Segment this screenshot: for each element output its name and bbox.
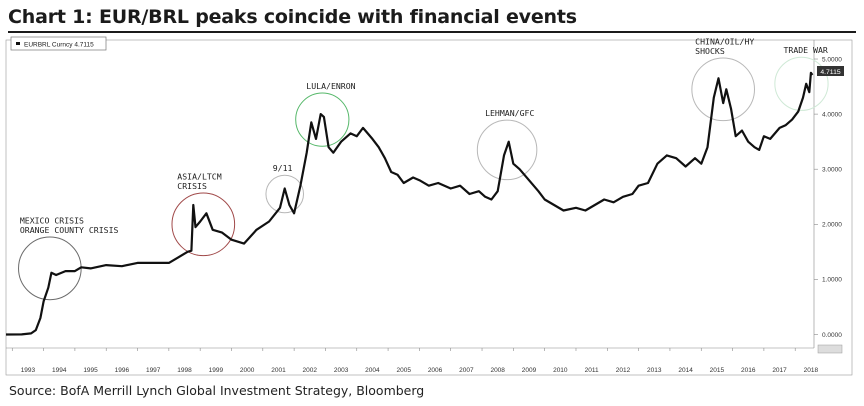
x-tick-label: 1993: [21, 367, 36, 374]
axis-marker: [817, 344, 843, 354]
x-tick-label: 2002: [303, 367, 318, 374]
source-note: Source: BofA Merrill Lynch Global Invest…: [9, 383, 425, 398]
event-label: SHOCKS: [695, 46, 725, 56]
event-circle: [265, 174, 305, 214]
event-circle: [476, 119, 538, 181]
x-tick-label: 2012: [616, 367, 631, 374]
x-tick-label: 2008: [490, 367, 505, 374]
x-tick-label: 2010: [553, 367, 568, 374]
x-tick-label: 2000: [240, 367, 255, 374]
event-circle: [171, 192, 236, 257]
x-tick-label: 2007: [459, 367, 474, 374]
x-tick-label: 2003: [334, 367, 349, 374]
x-tick-label: 2016: [741, 367, 756, 374]
x-tick-label: 2001: [271, 367, 286, 374]
event-label: ORANGE COUNTY CRISIS: [20, 225, 119, 235]
event-label: MEXICO CRISIS: [20, 216, 84, 226]
x-tick-label: 2017: [772, 367, 787, 374]
x-tick-label: 1996: [115, 367, 130, 374]
event-circle: [691, 57, 755, 122]
x-tick-label: 1994: [52, 367, 67, 374]
event-label: TRADE WAR: [783, 45, 827, 55]
title-divider: [8, 31, 856, 33]
legend-swatch: [16, 42, 20, 45]
event-circle: [774, 56, 829, 111]
x-tick-label: 2006: [428, 367, 443, 374]
y-tick-label: 4.0000: [822, 111, 842, 118]
last-value-badge: 4.7115: [817, 66, 844, 76]
y-axis-ticks: 0.0000 1.0000 2.0000 3.0000 4.0000 5.0000: [814, 56, 842, 339]
event-label: ASIA/LTCM: [177, 171, 221, 181]
legend: EURBRL Curncy 4.7115: [10, 36, 107, 51]
x-tick-label: 2004: [365, 367, 380, 374]
x-tick-label: 2015: [710, 367, 725, 374]
x-tick-label: 2011: [585, 367, 599, 374]
page-title: Chart 1: EUR/BRL peaks coincide with fin…: [8, 6, 577, 28]
x-tick-label: 1995: [83, 367, 98, 374]
legend-label: EURBRL Curncy 4.7115: [24, 42, 94, 49]
event-label: LEHMAN/GFC: [485, 108, 534, 118]
x-tick-label: 1997: [146, 367, 161, 374]
x-tick-label: 2009: [522, 367, 537, 374]
x-tick-label: 1998: [177, 367, 192, 374]
y-tick-label: 1.0000: [822, 277, 842, 284]
event-circle: [18, 236, 82, 301]
x-tick-label: 1999: [209, 367, 224, 374]
x-tick-label: 2013: [647, 367, 662, 374]
x-tick-label: 2018: [804, 367, 819, 374]
y-tick-label: 3.0000: [822, 167, 842, 174]
y-tick-label: 2.0000: [822, 222, 842, 229]
event-label: 9/11: [273, 163, 293, 173]
legend-box: [10, 36, 107, 51]
last-value-text: 4.7115: [820, 69, 841, 76]
x-tick-label: 2014: [678, 367, 693, 374]
last-value-box: [817, 66, 844, 76]
event-label: CRISIS: [177, 181, 207, 191]
y-tick-label: 0.0000: [822, 332, 842, 339]
eurbrl-series-line: [5, 71, 814, 336]
y-tick-label: 5.0000: [822, 56, 842, 63]
x-tick-label: 2005: [397, 367, 412, 374]
plot-frame: [5, 39, 853, 376]
event-label: CHINA/OIL/HY: [695, 37, 754, 47]
event-circle: [295, 92, 350, 147]
x-axis-ticks: 1993 1994 1995 1996 1997 1998 1999 2000 2001 2002…: [11, 348, 819, 374]
event-label: LULA/ENRON: [306, 81, 355, 91]
